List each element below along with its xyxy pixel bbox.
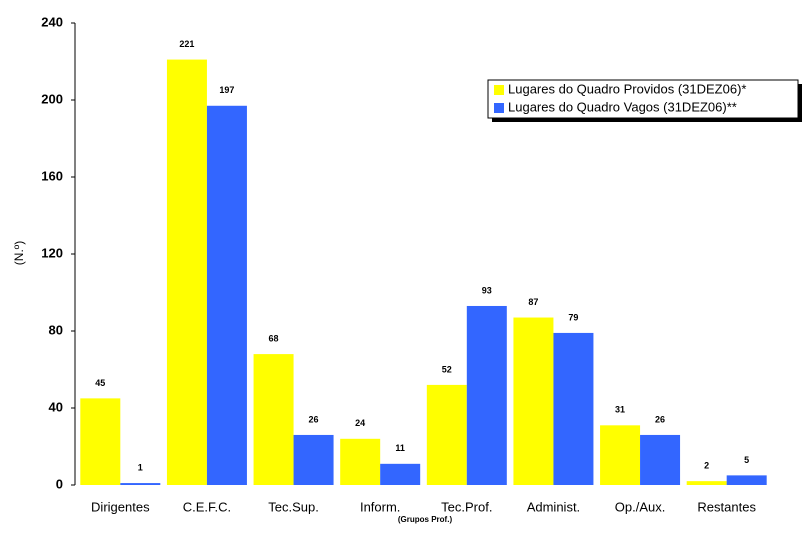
value-label: 93 [482, 285, 492, 295]
y-tick-label: 40 [49, 399, 63, 414]
bar [166, 59, 207, 485]
y-tick-label: 160 [41, 168, 63, 183]
bar [600, 425, 641, 485]
legend-swatch [494, 85, 504, 95]
x-tick-label: C.E.F.C. [183, 499, 231, 514]
value-label: 31 [615, 405, 625, 415]
value-label: 45 [95, 378, 105, 388]
legend-label: Lugares do Quadro Providos (31DEZ06)* [508, 81, 746, 96]
x-axis-label: (Grupos Prof.) [398, 515, 453, 524]
bar [686, 481, 727, 485]
legend-label: Lugares do Quadro Vagos (31DEZ06)** [508, 99, 737, 114]
bar [466, 305, 507, 485]
x-tick-label: Dirigentes [91, 499, 150, 514]
x-tick-label: Inform. [360, 499, 400, 514]
bar [206, 105, 247, 486]
y-tick-label: 200 [41, 91, 63, 106]
x-tick-label: Tec.Prof. [441, 499, 492, 514]
bar [553, 332, 594, 485]
x-tick-label: Restantes [697, 499, 756, 514]
bar [513, 317, 554, 485]
bar [253, 354, 294, 485]
bar [426, 384, 467, 485]
value-label: 79 [568, 312, 578, 322]
value-label: 2 [704, 461, 709, 471]
bar [340, 438, 381, 485]
y-tick-label: 80 [49, 322, 63, 337]
value-label: 87 [528, 297, 538, 307]
value-label: 5 [744, 455, 749, 465]
y-tick-label: 120 [41, 245, 63, 260]
value-label: 197 [219, 85, 234, 95]
value-label: 68 [269, 333, 279, 343]
y-axis-label: (N.º) [12, 241, 26, 265]
y-tick-label: 240 [41, 14, 63, 29]
value-label: 26 [309, 414, 319, 424]
bar [80, 398, 121, 485]
value-label: 221 [179, 39, 194, 49]
value-label: 1 [138, 462, 143, 472]
bar [640, 434, 681, 485]
y-tick-label: 0 [56, 476, 63, 491]
x-tick-label: Administ. [527, 499, 580, 514]
x-tick-label: Tec.Sup. [268, 499, 319, 514]
bar [293, 434, 334, 485]
value-label: 11 [395, 443, 405, 453]
x-tick-label: Op./Aux. [615, 499, 666, 514]
bar [120, 483, 161, 485]
legend [487, 79, 799, 119]
bar [726, 475, 767, 485]
bar [380, 463, 421, 485]
value-label: 26 [655, 414, 665, 424]
value-label: 52 [442, 364, 452, 374]
legend-swatch [494, 103, 504, 113]
value-label: 24 [355, 418, 365, 428]
